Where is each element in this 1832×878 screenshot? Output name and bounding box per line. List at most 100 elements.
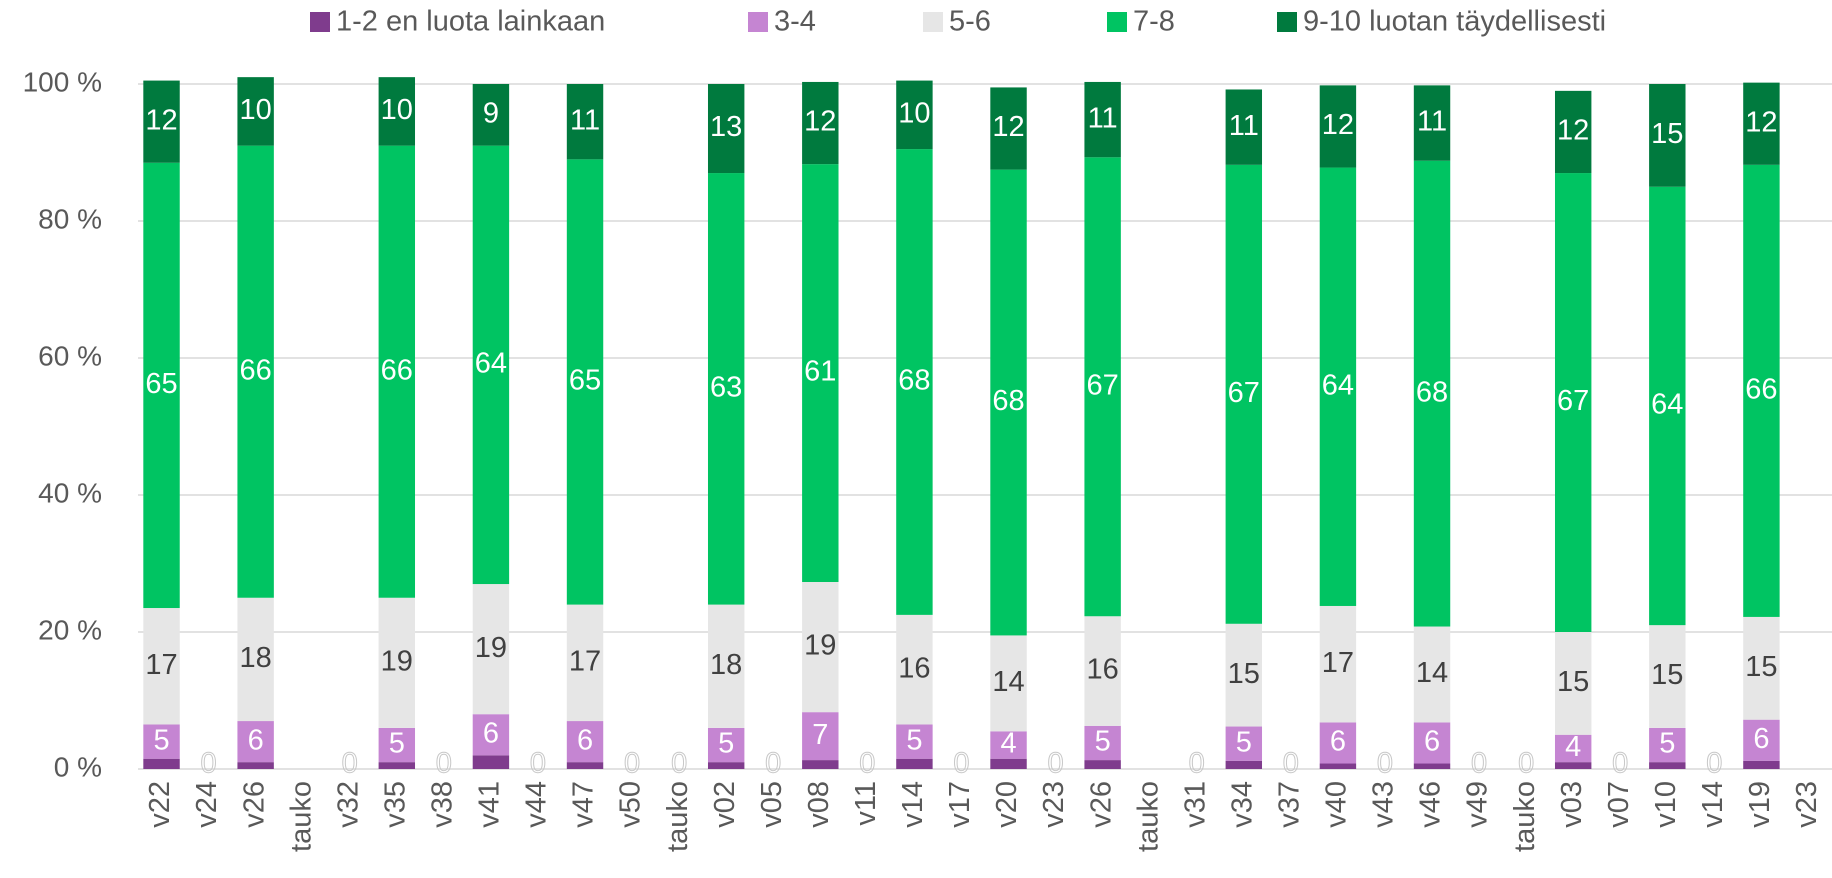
bar-segment	[990, 635, 1027, 732]
bar-segment	[1554, 173, 1592, 633]
x-tick-label: v35	[379, 781, 411, 828]
data-label: 0	[1518, 748, 1534, 780]
bar-segment	[143, 758, 180, 769]
data-label: 4	[1565, 731, 1581, 763]
x-tick-label: v24	[191, 781, 223, 828]
y-tick-label: 40 %	[38, 477, 102, 508]
data-label: 16	[898, 652, 930, 684]
bar-segment	[1084, 81, 1121, 158]
x-tick-label: v50	[615, 781, 647, 828]
data-label: 0	[1706, 748, 1722, 780]
bar-segment	[1225, 760, 1263, 769]
bar-segment	[1554, 632, 1592, 735]
x-tick-label: v26	[1085, 781, 1117, 828]
y-tick-label: 20 %	[38, 614, 102, 645]
y-tick-label: 100 %	[23, 66, 102, 97]
data-label: 15	[1228, 658, 1260, 690]
data-label: 68	[1416, 376, 1448, 408]
bar-segment	[1319, 85, 1357, 168]
data-label: 6	[1330, 726, 1346, 758]
data-label: 6	[483, 717, 499, 749]
bar-segment	[1319, 167, 1357, 606]
data-label: 0	[953, 748, 969, 780]
data-label: 15	[1651, 118, 1683, 150]
data-label: 66	[1745, 374, 1777, 406]
legend-swatch	[1107, 12, 1127, 32]
bar-segment	[1084, 616, 1121, 726]
x-tick-label: v41	[474, 781, 506, 828]
bar-segment	[472, 145, 510, 585]
bar-segment	[566, 762, 604, 769]
legend-swatch	[1277, 12, 1297, 32]
bar-segment	[1649, 727, 1686, 763]
bar-segment	[1649, 186, 1686, 626]
bar-segment	[1649, 762, 1686, 769]
legend-label: 7-8	[1133, 6, 1175, 38]
data-label: 67	[1228, 377, 1260, 409]
bar-segment	[802, 164, 839, 582]
bar-segment	[1413, 85, 1451, 161]
data-label: 12	[1557, 115, 1589, 147]
bar-segment	[472, 755, 510, 769]
data-label: 65	[569, 365, 601, 397]
data-label: 14	[992, 666, 1024, 698]
bar-segment	[896, 758, 933, 769]
data-label: 12	[804, 106, 836, 138]
x-tick-label: v02	[709, 781, 741, 828]
legend-swatch	[310, 12, 330, 32]
x-tick-label: tauko	[285, 781, 317, 852]
data-label: 0	[201, 748, 217, 780]
data-label: 5	[1659, 728, 1675, 760]
data-label: 11	[570, 104, 600, 136]
x-tick-label: v40	[1321, 781, 1353, 828]
y-tick-label: 80 %	[38, 203, 102, 234]
bar-segment	[1319, 763, 1357, 769]
data-label: 64	[1651, 389, 1683, 421]
data-label: 0	[1189, 748, 1205, 780]
x-tick-label: v37	[1274, 781, 1306, 828]
bar-segment	[1743, 616, 1780, 720]
data-label: 0	[859, 748, 875, 780]
bar-segment	[1413, 160, 1451, 627]
data-label: 64	[1322, 369, 1354, 401]
y-tick-label: 60 %	[38, 340, 102, 371]
data-label: 6	[577, 724, 593, 756]
bar-segment	[472, 84, 510, 146]
bar-segment	[1225, 164, 1263, 624]
data-label: 65	[145, 368, 177, 400]
bar-segment	[237, 145, 274, 598]
data-label: 66	[381, 354, 413, 386]
bar-segment	[1225, 623, 1263, 727]
bar-segment	[707, 173, 745, 605]
x-tick-label: v03	[1556, 781, 1588, 828]
bar-segment	[237, 77, 274, 146]
x-tick-label: v44	[521, 781, 553, 828]
data-label: 19	[804, 630, 836, 662]
data-label: 11	[1229, 110, 1259, 142]
data-label: 7	[812, 719, 828, 751]
x-tick-label: v08	[803, 781, 835, 828]
data-label: 5	[389, 728, 405, 760]
data-label: 64	[475, 348, 507, 380]
data-label: 11	[1417, 106, 1447, 138]
data-label: 67	[1557, 385, 1589, 417]
x-tick-label: v05	[756, 781, 788, 828]
data-label: 5	[906, 724, 922, 756]
data-label: 67	[1087, 369, 1119, 401]
legend-label: 3-4	[774, 6, 816, 38]
x-tick-label: v14	[897, 781, 929, 828]
legend-swatch	[923, 12, 943, 32]
bar-segment	[990, 758, 1027, 769]
data-label: 5	[718, 728, 734, 760]
x-tick-label: v47	[568, 781, 600, 828]
x-tick-label: v17	[944, 781, 976, 828]
bar-segment	[566, 721, 604, 763]
bar-segment	[990, 87, 1027, 170]
bar-segment	[802, 712, 839, 761]
data-label: 0	[1612, 748, 1628, 780]
legend-label: 9-10 luotan täydellisesti	[1303, 6, 1606, 38]
data-label: 18	[240, 642, 272, 674]
data-label: 0	[1377, 748, 1393, 780]
x-tick-label: v19	[1744, 781, 1776, 828]
